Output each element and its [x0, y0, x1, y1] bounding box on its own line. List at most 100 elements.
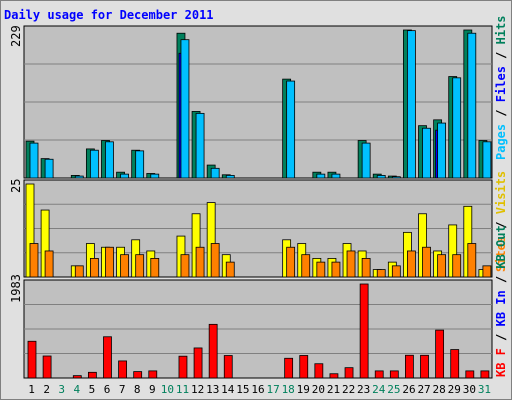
- pages-bar: [407, 30, 416, 179]
- pages-bar: [376, 175, 386, 179]
- legend-kbf: KB F: [494, 348, 508, 377]
- x-tick-label: 2: [43, 383, 50, 396]
- x-tick-label: 30: [463, 383, 476, 396]
- kbf-bar: [72, 375, 82, 379]
- pages-bar: [120, 173, 129, 179]
- middle-panel-legend: Sites / Visits: [494, 171, 508, 272]
- pages-bar: [195, 112, 205, 179]
- legend-separator: /: [494, 214, 508, 236]
- x-tick-label: 9: [149, 383, 156, 396]
- kbf-bar: [208, 323, 218, 379]
- legend-pages: Pages: [494, 124, 508, 160]
- kbf-bar: [465, 370, 475, 379]
- bottom-panel-legend: KB F / KB In / KB Out: [494, 225, 508, 377]
- kbf-bar: [133, 371, 143, 379]
- legend-files: Files: [494, 66, 508, 102]
- x-tick-label: 19: [297, 383, 310, 396]
- kbf-bar: [450, 349, 460, 379]
- kbf-bar: [374, 370, 384, 379]
- sites-bar: [437, 254, 447, 278]
- sites-bar: [316, 261, 326, 278]
- x-tick-label: 6: [104, 383, 111, 396]
- pages-bar: [482, 141, 492, 179]
- sites-bar: [301, 254, 311, 278]
- x-tick-label: 20: [312, 383, 325, 396]
- kbf-bar: [42, 355, 52, 379]
- kbf-bar: [359, 283, 369, 379]
- x-tick-label: 11: [176, 383, 189, 396]
- x-tick-label: 4: [74, 383, 81, 396]
- x-tick-label: 17: [266, 383, 279, 396]
- x-tick-label: 10: [161, 383, 174, 396]
- pages-bar: [422, 127, 431, 179]
- sites-bar: [422, 246, 431, 278]
- kbf-bar: [314, 363, 324, 379]
- sites-bar: [210, 243, 220, 278]
- kbf-bar: [299, 355, 309, 379]
- legend-kbin: KB In: [494, 290, 508, 326]
- legend-sites: Sites: [494, 236, 508, 272]
- kbf-bar: [148, 370, 158, 379]
- legend-separator: /: [494, 269, 508, 291]
- x-tick-label: 31: [478, 383, 491, 396]
- pages-bar: [44, 158, 54, 179]
- pages-bar: [331, 173, 341, 179]
- sites-bar: [74, 265, 84, 278]
- kbf-bar: [329, 373, 339, 379]
- kbf-bar: [435, 329, 445, 379]
- pages-bar: [452, 77, 462, 179]
- top-panel-legend: Pages / Files / Hits: [494, 15, 508, 160]
- sites-bar: [225, 261, 235, 278]
- pages-bar: [89, 149, 99, 179]
- pages-bar: [105, 141, 114, 179]
- x-tick-label: 23: [357, 383, 370, 396]
- legend-hits: Hits: [494, 15, 508, 44]
- sites-bar: [180, 254, 190, 278]
- sites-bar: [452, 254, 462, 278]
- x-tick-label: 1: [28, 383, 35, 396]
- kbf-bar: [480, 370, 490, 379]
- pages-bar: [150, 173, 160, 179]
- chart-title: Daily usage for December 2011: [4, 8, 214, 22]
- legend-separator: /: [494, 326, 508, 348]
- bottom-panel-ymax-label: 1983: [9, 274, 23, 303]
- sites-bar: [89, 257, 99, 278]
- sites-bar: [407, 250, 416, 278]
- legend-separator: /: [494, 44, 508, 66]
- sites-bar: [105, 246, 114, 278]
- x-tick-label: 8: [134, 383, 141, 396]
- kbf-bar: [193, 347, 203, 379]
- kbf-bar: [223, 355, 233, 379]
- sites-bar: [482, 265, 492, 278]
- pages-bar: [135, 150, 145, 179]
- sites-bar: [286, 246, 296, 278]
- kbf-bar: [87, 371, 97, 379]
- x-tick-label: 14: [221, 383, 235, 396]
- x-tick-label: 27: [417, 383, 430, 396]
- sites-bar: [135, 254, 145, 278]
- x-tick-label: 3: [58, 383, 65, 396]
- pages-bar: [210, 167, 220, 179]
- legend-visits: Visits: [494, 171, 508, 214]
- pages-bar: [74, 175, 84, 179]
- sites-bar: [346, 250, 356, 278]
- x-tick-label: 16: [251, 383, 264, 396]
- pages-bar: [361, 142, 371, 179]
- sites-bar: [467, 243, 477, 278]
- sites-bar: [150, 257, 160, 278]
- middle-panel-ymax-label: 25: [9, 179, 23, 193]
- sites-bar: [391, 265, 401, 278]
- x-tick-label: 25: [387, 383, 400, 396]
- sites-bar: [44, 250, 54, 278]
- pages-bar: [467, 32, 477, 179]
- x-tick-label: 18: [282, 383, 295, 396]
- x-tick-label: 28: [433, 383, 446, 396]
- kbf-bar: [103, 336, 112, 379]
- legend-kbout: KB Out: [494, 225, 508, 268]
- kbf-bar: [178, 355, 188, 379]
- x-tick-label: 26: [402, 383, 415, 396]
- pages-bar: [286, 80, 296, 179]
- x-tick-label: 29: [448, 383, 461, 396]
- kbf-bar: [405, 354, 414, 379]
